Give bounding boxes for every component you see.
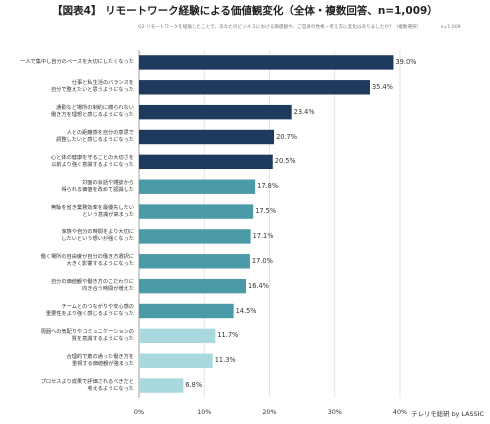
value-label: 35.4% bbox=[371, 82, 393, 91]
value-label: 11.7% bbox=[217, 331, 239, 340]
chart-subtitle: Q3 リモートワークを経験したことで、あなたのビジネスにおける価値観や、ご自身の… bbox=[138, 24, 461, 30]
category-label: 対面の会話や雑談から 得られる価値を改めて認識した bbox=[61, 179, 134, 193]
category-label: 働く場所の自由度が自分の働き方選択に 大きく影響するようになった bbox=[40, 254, 134, 268]
bar bbox=[139, 179, 256, 194]
category-label: プロセスより成果で評価されるべきだと 考えるようになった bbox=[40, 378, 134, 392]
category-label: 心と体の健康を守ることの大切さを 以前より強く意識するようになった bbox=[51, 154, 134, 168]
value-label: 17.0% bbox=[251, 256, 273, 265]
bar bbox=[139, 303, 234, 319]
bar bbox=[139, 154, 273, 170]
category-label: 仕事と私生活のバランスを 自分で整えたいと思うようになった bbox=[50, 80, 134, 94]
category-label: 合理的で筋の通った働き方を 重視する価値観が強まった bbox=[66, 353, 134, 367]
value-label: 39.0% bbox=[395, 57, 417, 66]
bar bbox=[139, 129, 275, 145]
value-label: 14.5% bbox=[235, 306, 257, 315]
category-label: 一人で集中し自分のペースを大切にしたくなった bbox=[20, 58, 134, 65]
chart-title: 【図表4】 リモートワーク経験による価値観変化（全体・複数回答、n=1,009） bbox=[52, 5, 438, 17]
category-label: チームとのつながりや安心感の 重要性をより強く感じるようになった bbox=[45, 304, 134, 317]
question-text: Q3 リモートワークを経験したことで、あなたのビジネスにおける価値観や、ご自身の… bbox=[138, 25, 422, 30]
bar bbox=[139, 278, 247, 294]
value-label: 16.4% bbox=[248, 281, 269, 290]
source-credit: テレリモ総研 by LASSIC bbox=[411, 410, 484, 418]
value-label: 17.8% bbox=[257, 182, 279, 191]
value-label: 11.3% bbox=[214, 356, 236, 365]
category-label: 無駄を省き業務効率を最優先したい という意識が高まった bbox=[50, 204, 134, 218]
bar bbox=[139, 204, 254, 219]
value-label: 17.5% bbox=[255, 207, 277, 216]
value-label: 17.1% bbox=[252, 231, 274, 240]
x-tick-label: 30% bbox=[327, 408, 342, 416]
bar bbox=[139, 55, 394, 70]
value-label: 20.7% bbox=[276, 132, 298, 141]
value-label: 6.8% bbox=[185, 381, 203, 390]
x-tick-label: 20% bbox=[262, 408, 277, 416]
bar bbox=[139, 104, 292, 120]
category-label: 家族や自分の時間をより大切に したいという想いが強くなった bbox=[61, 229, 134, 243]
sample-size-note: n=1,009 bbox=[440, 25, 461, 30]
bar bbox=[139, 254, 250, 269]
bar bbox=[139, 80, 370, 95]
bar bbox=[139, 353, 213, 368]
category-label: 周囲への気配りやコミュニケーションの 質を意識するようになった bbox=[40, 328, 134, 342]
value-label: 23.4% bbox=[293, 107, 315, 116]
category-label: 通勤など場所の制約に縛られない 働き方を理想と感じるようになった bbox=[50, 105, 134, 119]
category-label: 人との距離感を自分の意思で 調整したいと感じるようになった bbox=[56, 130, 134, 143]
category-label: 自分の価値観や働き方のこだわりに 向き合う時間が増えた bbox=[50, 279, 134, 293]
x-tick-label: 0% bbox=[133, 408, 145, 416]
bar bbox=[139, 229, 251, 244]
x-tick-label: 40% bbox=[392, 408, 408, 416]
value-label: 20.5% bbox=[274, 157, 296, 166]
bar bbox=[139, 328, 216, 344]
x-tick-label: 10% bbox=[197, 408, 212, 416]
bar bbox=[139, 378, 184, 393]
